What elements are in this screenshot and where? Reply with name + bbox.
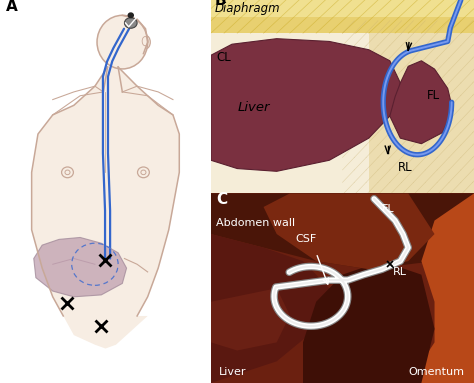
Polygon shape — [211, 193, 474, 269]
Text: RL: RL — [398, 161, 412, 174]
Text: Diaphragm: Diaphragm — [215, 2, 281, 15]
Bar — [211, 0, 474, 33]
Text: Omentum: Omentum — [408, 367, 464, 377]
Text: A: A — [6, 0, 18, 15]
Polygon shape — [32, 67, 179, 349]
Text: FL: FL — [382, 205, 394, 214]
Ellipse shape — [141, 35, 150, 49]
Polygon shape — [390, 61, 453, 144]
Ellipse shape — [97, 15, 148, 69]
Text: CSF: CSF — [295, 234, 316, 244]
Text: Abdomen wall: Abdomen wall — [216, 218, 295, 228]
Polygon shape — [303, 261, 435, 383]
Ellipse shape — [125, 18, 137, 28]
Text: C: C — [216, 192, 228, 207]
Text: B: B — [215, 0, 227, 8]
Polygon shape — [264, 193, 435, 269]
Polygon shape — [34, 237, 127, 297]
Text: RL: RL — [392, 267, 406, 277]
Text: FL: FL — [427, 90, 440, 103]
Polygon shape — [211, 288, 290, 350]
Text: Liver: Liver — [219, 367, 246, 377]
Bar — [211, 0, 474, 16]
Polygon shape — [211, 39, 401, 171]
Text: CL: CL — [216, 51, 231, 64]
Polygon shape — [103, 67, 122, 92]
Text: Liver: Liver — [237, 100, 270, 113]
Circle shape — [128, 13, 133, 18]
Polygon shape — [408, 193, 474, 383]
Polygon shape — [211, 234, 329, 383]
Bar — [369, 33, 474, 193]
